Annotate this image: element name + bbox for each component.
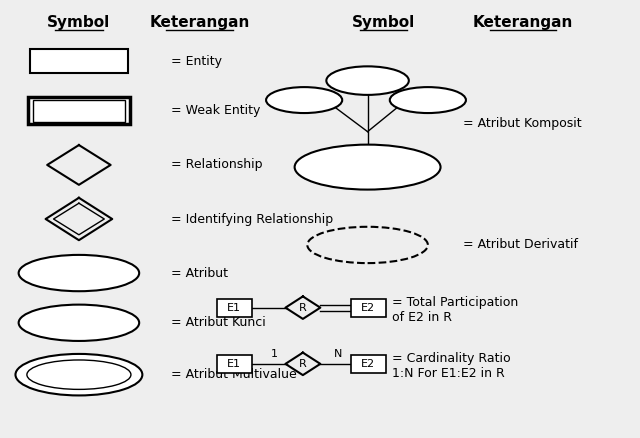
Text: = Atribut Kunci: = Atribut Kunci xyxy=(171,316,266,329)
FancyBboxPatch shape xyxy=(29,49,128,73)
Text: of E2 in R: of E2 in R xyxy=(392,311,452,324)
Ellipse shape xyxy=(19,255,139,291)
Text: N: N xyxy=(333,350,342,359)
FancyBboxPatch shape xyxy=(351,299,386,317)
Text: = Identifying Relationship: = Identifying Relationship xyxy=(171,212,333,226)
Text: Keterangan: Keterangan xyxy=(149,15,250,30)
Text: E1: E1 xyxy=(227,303,241,313)
Ellipse shape xyxy=(266,87,342,113)
Text: E2: E2 xyxy=(361,303,375,313)
Text: = Atribut Derivatif: = Atribut Derivatif xyxy=(463,238,578,251)
Text: 1: 1 xyxy=(271,350,278,359)
Text: Symbol: Symbol xyxy=(47,15,111,30)
Ellipse shape xyxy=(390,87,466,113)
Text: R: R xyxy=(299,303,307,313)
Ellipse shape xyxy=(326,66,409,95)
FancyBboxPatch shape xyxy=(351,355,386,373)
Text: E2: E2 xyxy=(361,359,375,369)
Text: = Entity: = Entity xyxy=(171,55,222,67)
FancyBboxPatch shape xyxy=(217,299,252,317)
FancyBboxPatch shape xyxy=(33,100,125,122)
Text: R: R xyxy=(299,359,307,369)
Text: = Atribut Komposit: = Atribut Komposit xyxy=(463,117,581,131)
Text: = Relationship: = Relationship xyxy=(171,159,262,171)
Text: = Total Participation: = Total Participation xyxy=(392,296,518,309)
Ellipse shape xyxy=(294,145,440,190)
Text: = Atribut Multivalue: = Atribut Multivalue xyxy=(171,368,297,381)
FancyBboxPatch shape xyxy=(217,355,252,373)
FancyBboxPatch shape xyxy=(28,98,130,124)
Text: 1:N For E1:E2 in R: 1:N For E1:E2 in R xyxy=(392,367,505,380)
Text: Symbol: Symbol xyxy=(352,15,415,30)
Ellipse shape xyxy=(27,360,131,389)
Text: = Weak Entity: = Weak Entity xyxy=(171,104,260,117)
Text: = Cardinality Ratio: = Cardinality Ratio xyxy=(392,352,511,365)
Ellipse shape xyxy=(15,354,142,396)
Text: Keterangan: Keterangan xyxy=(473,15,573,30)
Text: E1: E1 xyxy=(227,359,241,369)
Ellipse shape xyxy=(19,304,139,341)
Text: = Atribut: = Atribut xyxy=(171,267,228,279)
